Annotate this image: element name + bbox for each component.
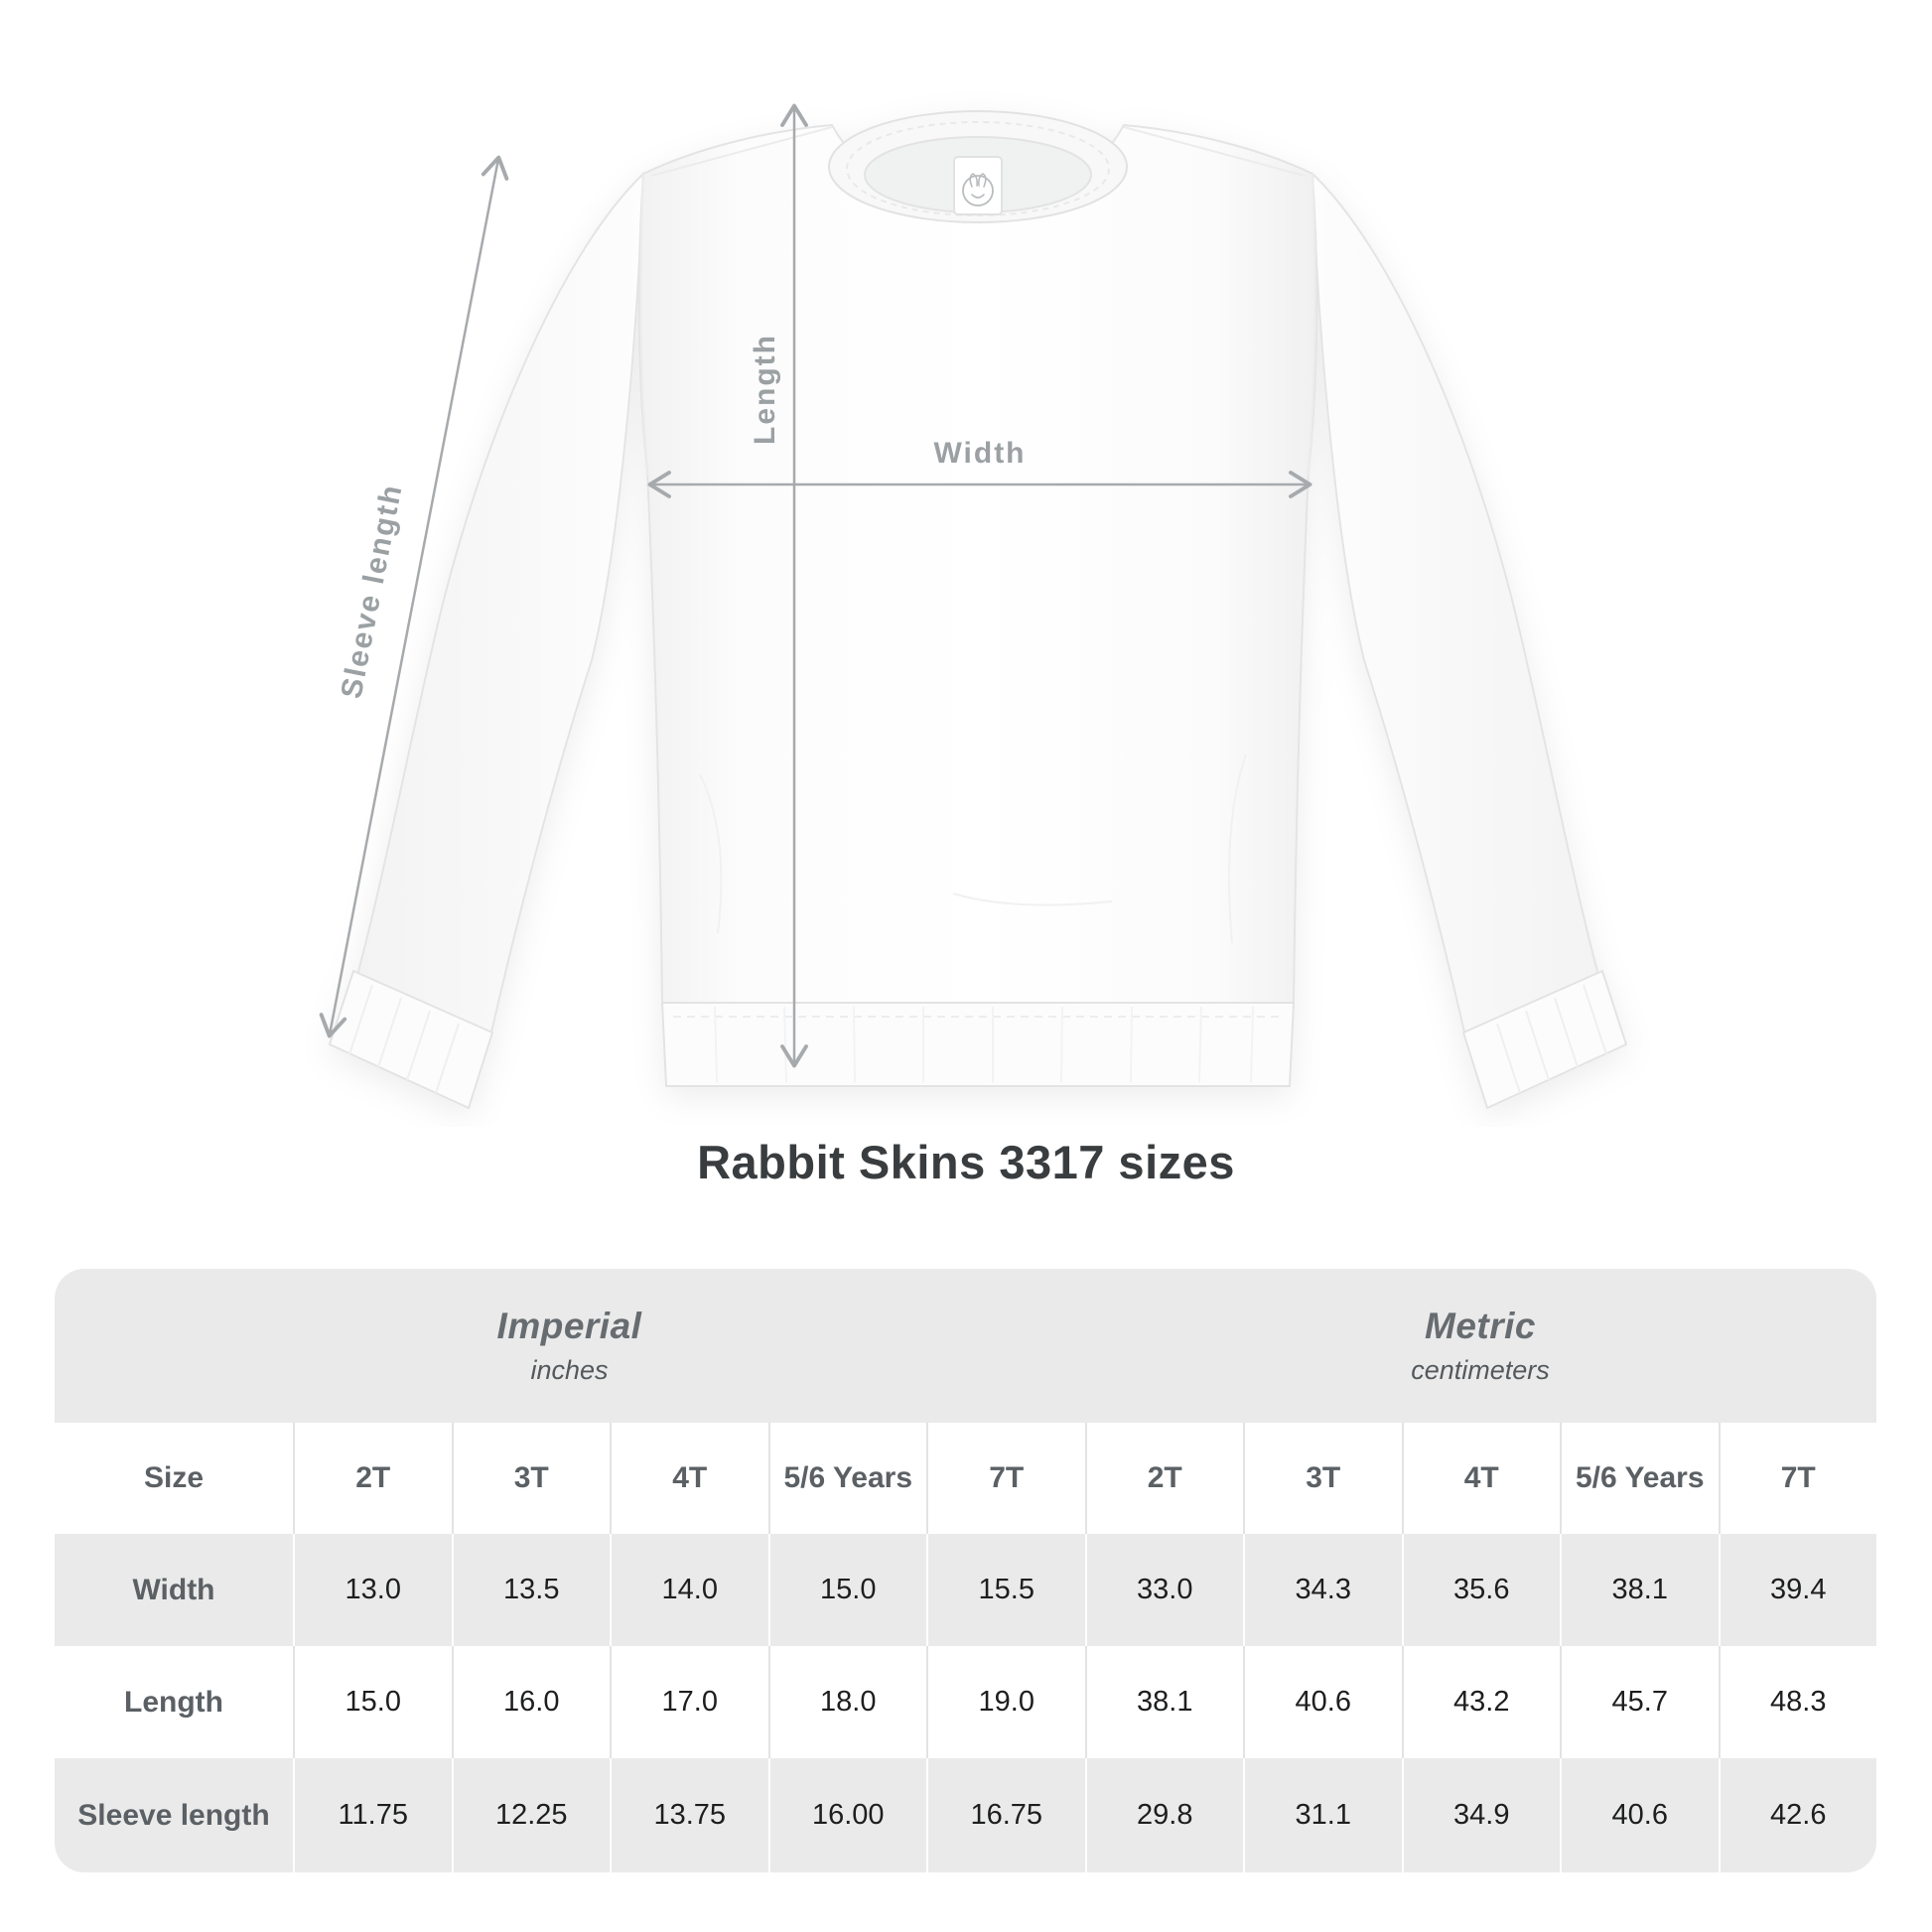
length-label: Length xyxy=(749,334,781,445)
width-label: Width xyxy=(933,437,1026,470)
value-cell-metric: 39.4 xyxy=(1718,1534,1877,1646)
size-col-imperial-2t: 2T xyxy=(293,1423,452,1534)
value-cell-metric: 29.8 xyxy=(1084,1758,1244,1872)
rabbit-logo-icon xyxy=(962,175,994,207)
unit-imperial-name: Imperial xyxy=(496,1306,642,1346)
unit-metric: Metric centimeters xyxy=(1084,1269,1876,1423)
size-col-imperial-5-6-years: 5/6 Years xyxy=(767,1423,927,1534)
unit-imperial: Imperial inches xyxy=(55,1269,1084,1423)
measure-row-width: Width 13.0 13.5 14.0 15.0 15.5 33.0 34.3 35.6 38.… xyxy=(55,1534,1876,1646)
sleeve-length-arrow xyxy=(319,155,509,1038)
measurement-arrows xyxy=(319,103,1312,1068)
value-cell-imperial: 14.0 xyxy=(610,1534,768,1646)
value-cell-metric: 43.2 xyxy=(1401,1646,1561,1758)
value-cell-metric: 34.9 xyxy=(1401,1758,1561,1872)
measure-row-length: Length 15.0 16.0 17.0 18.0 19.0 38.1 40.6 43.2 45… xyxy=(55,1646,1876,1758)
value-cell-metric: 45.7 xyxy=(1560,1646,1719,1758)
unit-band: Imperial inches Metric centimeters xyxy=(55,1269,1876,1423)
size-header-row: Size 2T 3T 4T 5/6 Years 7T 2T 3T 4T 5/6 Years 7T xyxy=(55,1423,1876,1534)
value-cell-metric: 33.0 xyxy=(1084,1534,1244,1646)
value-cell-metric: 48.3 xyxy=(1718,1646,1877,1758)
size-col-metric-2t: 2T xyxy=(1084,1423,1244,1534)
value-cell-metric: 40.6 xyxy=(1243,1646,1402,1758)
measure-row-sleeve-length: Sleeve length 11.75 12.25 13.75 16.00 16.75 29… xyxy=(55,1758,1876,1872)
value-cell-metric: 31.1 xyxy=(1243,1758,1402,1872)
row-label: Length xyxy=(124,1685,223,1719)
size-col-imperial-3t: 3T xyxy=(451,1423,611,1534)
value-cell-imperial: 17.0 xyxy=(610,1646,768,1758)
row-label: Width xyxy=(132,1573,215,1606)
size-col-metric-5-6-years: 5/6 Years xyxy=(1560,1423,1719,1534)
sweatshirt-measurement-diagram: Sleeve length Length Width xyxy=(319,103,1628,1110)
row-label: Sleeve length xyxy=(77,1798,270,1832)
value-cell-imperial: 16.0 xyxy=(451,1646,611,1758)
value-cell-imperial: 18.0 xyxy=(767,1646,927,1758)
size-table: Imperial inches Metric centimeters Size 2… xyxy=(55,1269,1876,1872)
size-col-imperial-7t: 7T xyxy=(926,1423,1085,1534)
size-header-cell: Size xyxy=(143,1461,205,1494)
sweatshirt xyxy=(328,110,1628,1110)
value-cell-imperial: 12.25 xyxy=(451,1758,611,1872)
unit-imperial-sub: inches xyxy=(530,1355,609,1385)
value-cell-imperial: 13.5 xyxy=(451,1534,611,1646)
right-sleeve xyxy=(1311,171,1600,1038)
size-col-metric-4t: 4T xyxy=(1401,1423,1561,1534)
page-title: Rabbit Skins 3317 sizes xyxy=(697,1136,1235,1188)
value-cell-imperial: 16.75 xyxy=(926,1758,1085,1872)
size-col-metric-7t: 7T xyxy=(1718,1423,1877,1534)
hem-band xyxy=(660,1002,1296,1087)
value-cell-metric: 42.6 xyxy=(1718,1758,1877,1872)
unit-metric-name: Metric xyxy=(1425,1306,1536,1346)
unit-metric-sub: centimeters xyxy=(1411,1355,1550,1385)
value-cell-imperial: 15.0 xyxy=(767,1534,927,1646)
value-cell-imperial: 19.0 xyxy=(926,1646,1085,1758)
value-cell-imperial: 11.75 xyxy=(293,1758,452,1872)
size-col-metric-3t: 3T xyxy=(1243,1423,1402,1534)
value-cell-imperial: 13.75 xyxy=(610,1758,768,1872)
left-sleeve xyxy=(355,171,645,1038)
size-col-imperial-4t: 4T xyxy=(610,1423,768,1534)
value-cell-imperial: 15.5 xyxy=(926,1534,1085,1646)
value-cell-imperial: 15.0 xyxy=(293,1646,452,1758)
value-cell-metric: 34.3 xyxy=(1243,1534,1402,1646)
value-cell-metric: 40.6 xyxy=(1560,1758,1719,1872)
value-cell-metric: 35.6 xyxy=(1401,1534,1561,1646)
right-cuff xyxy=(1461,969,1628,1110)
value-cell-metric: 38.1 xyxy=(1560,1534,1719,1646)
value-cell-metric: 38.1 xyxy=(1084,1646,1244,1758)
size-grid: Size 2T 3T 4T 5/6 Years 7T 2T 3T 4T 5/6 Years 7T Wi… xyxy=(55,1423,1876,1872)
sweatshirt-body xyxy=(637,123,1318,1004)
value-cell-imperial: 16.00 xyxy=(767,1758,927,1872)
sleeve-length-label: Sleeve length xyxy=(335,481,408,701)
value-cell-imperial: 13.0 xyxy=(293,1534,452,1646)
